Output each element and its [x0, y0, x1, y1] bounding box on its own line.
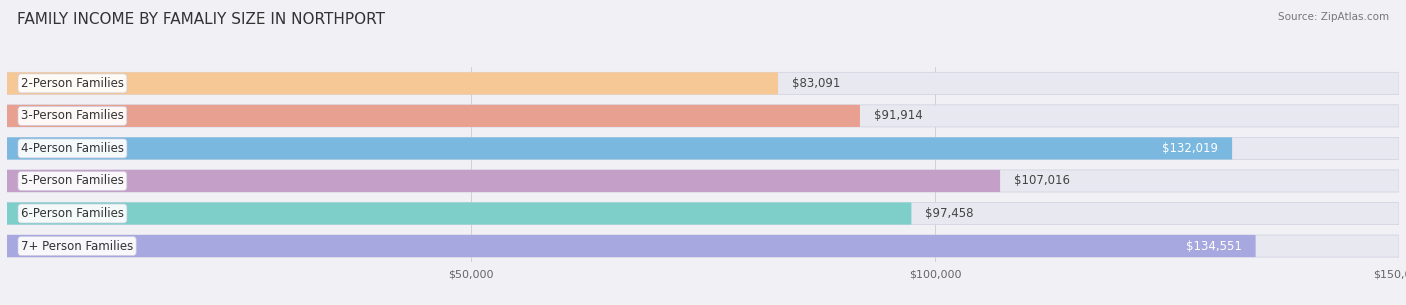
Text: $134,551: $134,551: [1185, 239, 1241, 253]
Text: 2-Person Families: 2-Person Families: [21, 77, 124, 90]
Text: $83,091: $83,091: [792, 77, 841, 90]
FancyBboxPatch shape: [7, 137, 1232, 160]
FancyBboxPatch shape: [7, 235, 1399, 257]
Text: 3-Person Families: 3-Person Families: [21, 109, 124, 122]
FancyBboxPatch shape: [7, 170, 1399, 192]
FancyBboxPatch shape: [7, 137, 1399, 160]
Text: $97,458: $97,458: [925, 207, 974, 220]
Text: 5-Person Families: 5-Person Families: [21, 174, 124, 188]
Text: Source: ZipAtlas.com: Source: ZipAtlas.com: [1278, 12, 1389, 22]
FancyBboxPatch shape: [7, 105, 1399, 127]
Text: $107,016: $107,016: [1014, 174, 1070, 188]
FancyBboxPatch shape: [7, 203, 1399, 224]
Text: FAMILY INCOME BY FAMALIY SIZE IN NORTHPORT: FAMILY INCOME BY FAMALIY SIZE IN NORTHPO…: [17, 12, 385, 27]
FancyBboxPatch shape: [7, 72, 778, 95]
Text: $132,019: $132,019: [1163, 142, 1218, 155]
FancyBboxPatch shape: [7, 105, 860, 127]
Text: 7+ Person Families: 7+ Person Families: [21, 239, 134, 253]
Text: $91,914: $91,914: [875, 109, 922, 122]
FancyBboxPatch shape: [7, 235, 1256, 257]
Text: 4-Person Families: 4-Person Families: [21, 142, 124, 155]
FancyBboxPatch shape: [7, 203, 911, 224]
FancyBboxPatch shape: [7, 170, 1000, 192]
Text: 6-Person Families: 6-Person Families: [21, 207, 124, 220]
FancyBboxPatch shape: [7, 72, 1399, 95]
